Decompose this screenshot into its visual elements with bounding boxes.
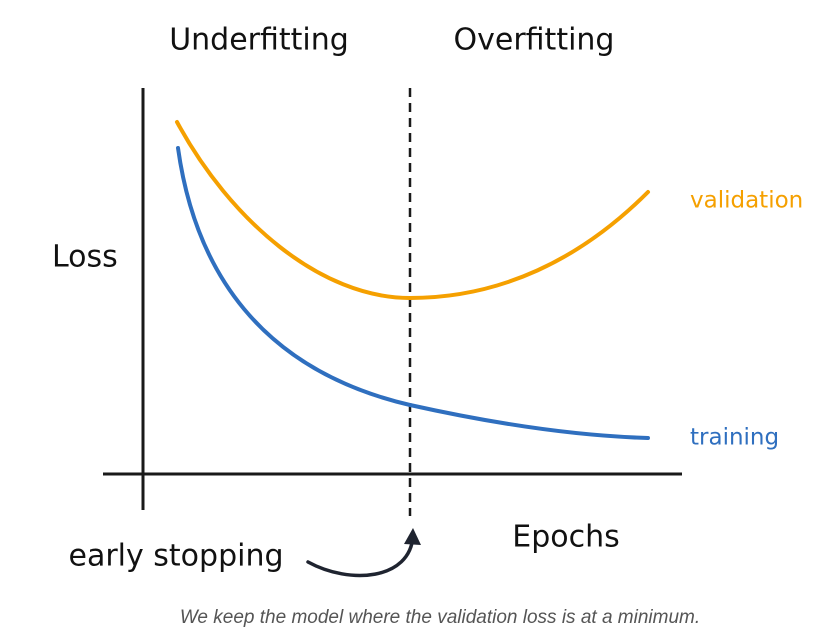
training-label: training bbox=[690, 425, 779, 451]
overfitting-label: Overfitting bbox=[454, 23, 615, 58]
x-axis-label: Epochs bbox=[512, 520, 620, 555]
caption: We keep the model where the validation l… bbox=[180, 607, 700, 628]
validation-label: validation bbox=[690, 188, 803, 214]
arrow-head bbox=[404, 528, 421, 545]
arrow bbox=[306, 534, 415, 578]
early-stopping-label: early stopping bbox=[68, 539, 283, 574]
training-curve bbox=[176, 146, 650, 440]
underfitting-label: Underfitting bbox=[169, 23, 349, 58]
y-axis-label: Loss bbox=[52, 240, 118, 275]
validation-curve bbox=[175, 120, 650, 301]
